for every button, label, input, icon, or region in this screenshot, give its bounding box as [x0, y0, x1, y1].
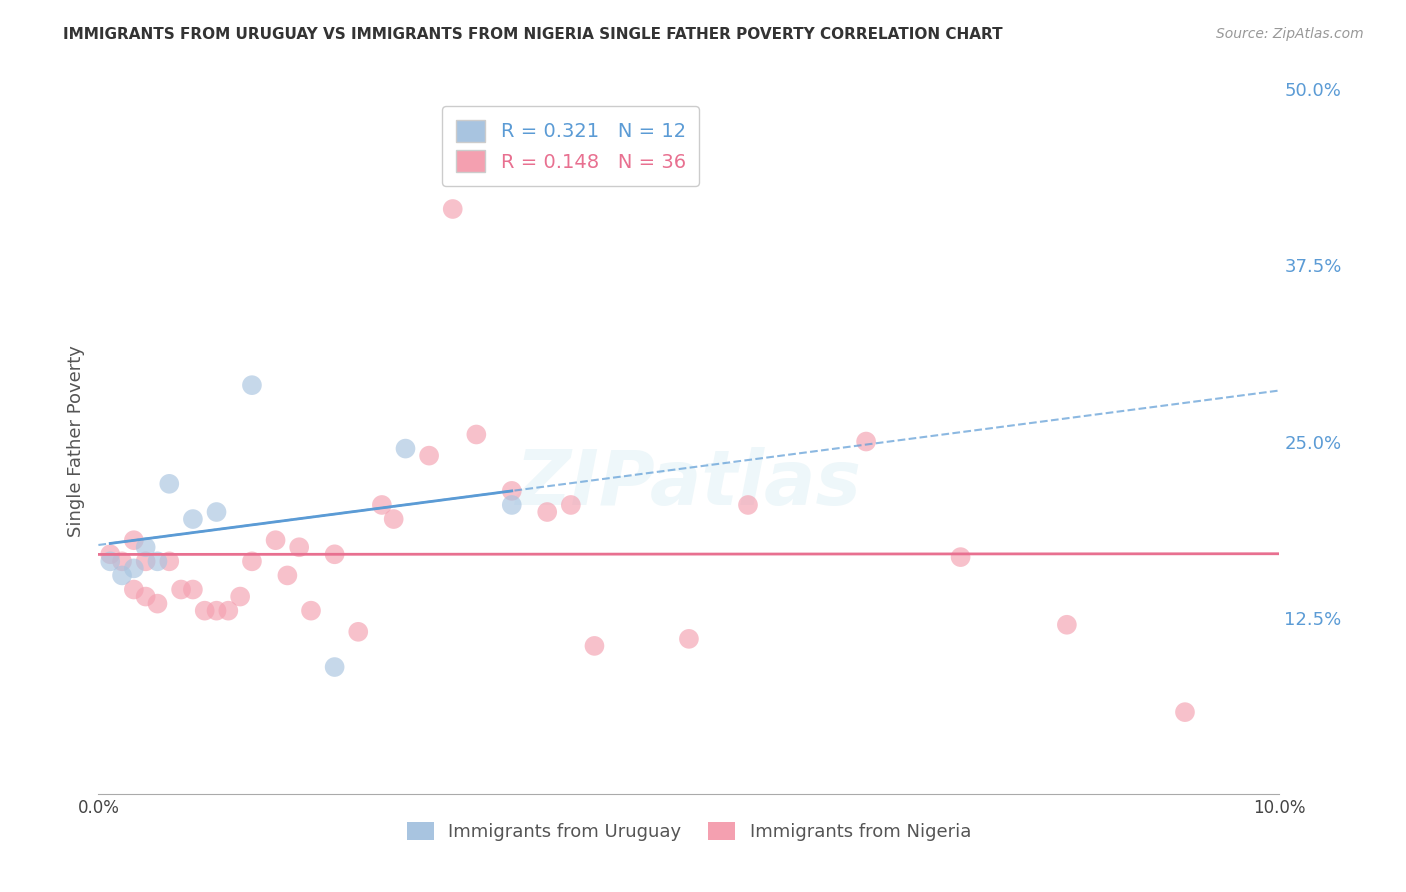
Immigrants from Nigeria — [382, 512, 405, 526]
Immigrants from Nigeria — [441, 202, 464, 216]
Immigrants from Nigeria — [536, 505, 558, 519]
Immigrants from Nigeria — [98, 547, 121, 561]
Immigrants from Uruguay — [98, 554, 121, 568]
Immigrants from Uruguay — [323, 660, 346, 674]
Immigrants from Nigeria — [737, 498, 759, 512]
Immigrants from Uruguay — [205, 505, 228, 519]
Immigrants from Nigeria — [371, 498, 394, 512]
Immigrants from Uruguay — [181, 512, 204, 526]
Y-axis label: Single Father Poverty: Single Father Poverty — [66, 345, 84, 538]
Immigrants from Nigeria — [217, 604, 239, 618]
Immigrants from Nigeria — [465, 427, 488, 442]
Immigrants from Nigeria — [135, 590, 157, 604]
Immigrants from Uruguay — [501, 498, 523, 512]
Immigrants from Nigeria — [560, 498, 582, 512]
Text: IMMIGRANTS FROM URUGUAY VS IMMIGRANTS FROM NIGERIA SINGLE FATHER POVERTY CORRELA: IMMIGRANTS FROM URUGUAY VS IMMIGRANTS FR… — [63, 27, 1002, 42]
Text: ZIPatlas: ZIPatlas — [516, 447, 862, 521]
Text: Source: ZipAtlas.com: Source: ZipAtlas.com — [1216, 27, 1364, 41]
Immigrants from Nigeria — [347, 624, 370, 639]
Immigrants from Nigeria — [122, 533, 145, 548]
Immigrants from Nigeria — [146, 597, 169, 611]
Immigrants from Nigeria — [678, 632, 700, 646]
Immigrants from Uruguay — [135, 541, 157, 555]
Immigrants from Uruguay — [157, 476, 180, 491]
Immigrants from Nigeria — [949, 550, 972, 565]
Immigrants from Uruguay — [111, 568, 134, 582]
Immigrants from Nigeria — [501, 483, 523, 498]
Immigrants from Nigeria — [418, 449, 440, 463]
Immigrants from Nigeria — [122, 582, 145, 597]
Immigrants from Nigeria — [288, 541, 311, 555]
Immigrants from Nigeria — [583, 639, 606, 653]
Immigrants from Nigeria — [855, 434, 877, 449]
Immigrants from Nigeria — [205, 604, 228, 618]
Immigrants from Uruguay — [122, 561, 145, 575]
Immigrants from Nigeria — [276, 568, 298, 582]
Immigrants from Nigeria — [111, 554, 134, 568]
Immigrants from Nigeria — [194, 604, 217, 618]
Immigrants from Uruguay — [394, 442, 416, 456]
Immigrants from Nigeria — [240, 554, 263, 568]
Immigrants from Nigeria — [1174, 705, 1197, 719]
Immigrants from Uruguay — [240, 378, 263, 392]
Immigrants from Nigeria — [181, 582, 204, 597]
Immigrants from Nigeria — [157, 554, 180, 568]
Immigrants from Nigeria — [264, 533, 287, 548]
Immigrants from Nigeria — [1056, 617, 1078, 632]
Legend: Immigrants from Uruguay, Immigrants from Nigeria: Immigrants from Uruguay, Immigrants from… — [399, 814, 979, 848]
Immigrants from Nigeria — [229, 590, 252, 604]
Immigrants from Nigeria — [135, 554, 157, 568]
Immigrants from Uruguay — [146, 554, 169, 568]
Immigrants from Nigeria — [299, 604, 322, 618]
Immigrants from Nigeria — [323, 547, 346, 561]
Immigrants from Nigeria — [170, 582, 193, 597]
